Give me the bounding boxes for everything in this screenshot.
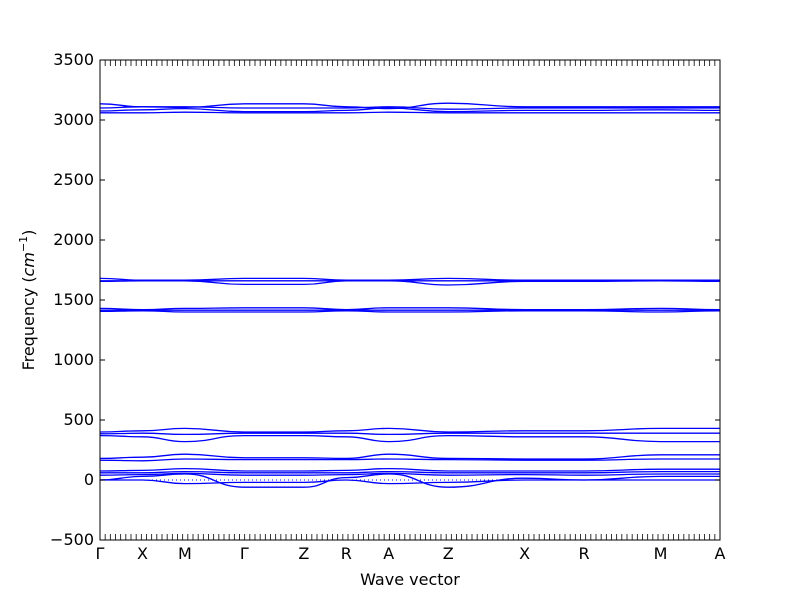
y-tick-label: 500	[63, 410, 94, 429]
phonon-branch-15	[99, 458, 720, 462]
x-tick-label: Z	[443, 544, 454, 563]
phonon-branch-10	[99, 310, 721, 313]
phonon-branch-14	[99, 453, 720, 460]
y-tick-label: 3500	[53, 50, 94, 69]
x-tick-label: Z	[298, 544, 309, 563]
y-axis-label-paren-close: )	[19, 230, 38, 236]
phonon-branch-16	[99, 467, 720, 472]
x-tick-label: M	[654, 544, 668, 563]
y-axis-label-text: Frequency	[19, 288, 38, 371]
y-tick-labels: −500 0 500 1000 1500 2000 2500 3000 3500	[50, 50, 94, 549]
x-tick-label: Γ	[240, 544, 249, 563]
x-tick-label: R	[341, 544, 352, 563]
phonon-branch-7	[99, 280, 721, 286]
y-axis-label-unit-exponent: −1	[17, 236, 30, 252]
phonon-branch-13	[99, 434, 720, 443]
y-tick-label: 1500	[53, 290, 94, 309]
y-axis-label: Frequency (cm−1)	[17, 230, 38, 371]
plot-background	[100, 60, 720, 540]
phonon-branch-8	[99, 307, 721, 311]
y-tick-label: 3000	[53, 110, 94, 129]
x-tick-label: R	[579, 544, 590, 563]
y-axis-label-unit: cm	[19, 252, 38, 276]
phonon-branch-2	[99, 106, 720, 110]
series-layer	[99, 102, 721, 488]
phonon-branch-12	[99, 432, 720, 436]
y-tick-label: 2000	[53, 230, 94, 249]
plot-frame	[99, 59, 721, 541]
y-tick-label: 1000	[53, 350, 94, 369]
phonon-branch-4	[100, 111, 720, 114]
y-tick-label: −500	[50, 530, 94, 549]
y-tick-label: 2500	[53, 170, 94, 189]
phonon-branch-17	[99, 470, 720, 474]
x-tick-label: M	[178, 544, 192, 563]
x-tick-label: X	[137, 544, 148, 563]
x-tick-label: Γ	[96, 544, 105, 563]
minor-x-ticks	[99, 60, 721, 540]
phonon-branch-20	[100, 479, 720, 485]
plot-area	[99, 59, 721, 541]
phonon-branch-11	[99, 427, 720, 433]
x-axis-label: Wave vector	[360, 570, 460, 589]
y-axis-label-paren-open: (	[19, 276, 38, 287]
phonon-branch-3	[99, 107, 721, 113]
x-tick-label: X	[519, 544, 530, 563]
y-tick-label: 0	[84, 470, 94, 489]
x-tick-label: A	[715, 544, 726, 563]
x-tick-label: A	[383, 544, 394, 563]
